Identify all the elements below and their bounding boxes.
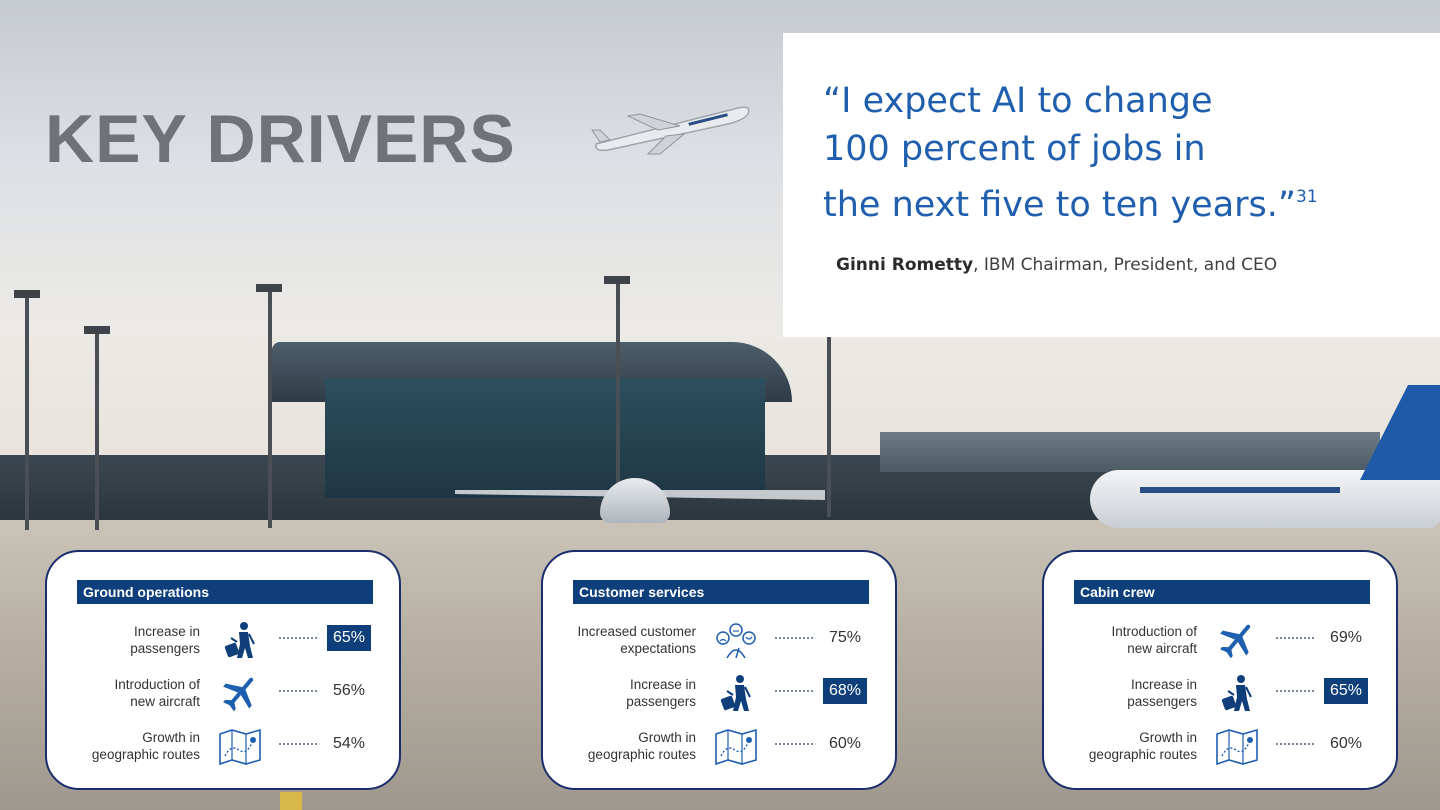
driver-row: Increase in passengers 65%	[47, 617, 403, 667]
driver-label: Introduction of new aircraft	[114, 677, 200, 709]
airplane-icon	[217, 673, 263, 713]
card-title: Customer services	[573, 580, 869, 604]
card-title: Cabin crew	[1074, 580, 1370, 604]
driver-label: Introduction of new aircraft	[1111, 624, 1197, 656]
traveler-luggage-icon	[713, 673, 759, 713]
terminal-glass-facade	[325, 378, 765, 498]
dotted-leader	[775, 637, 813, 639]
light-pole-head	[14, 290, 40, 298]
driver-row: Growth in geographic routes 54%	[47, 723, 403, 773]
driver-card: Cabin crew Introduction of new aircraft 69%…	[1042, 550, 1398, 790]
light-pole	[268, 288, 272, 528]
percentage-value: 60%	[1329, 735, 1363, 752]
light-pole	[827, 337, 831, 517]
card-title: Ground operations	[77, 580, 373, 604]
driver-row: Introduction of new aircraft 56%	[47, 670, 403, 720]
dotted-leader	[279, 743, 317, 745]
driver-card: Ground operations Increase in passengers 65…	[45, 550, 401, 790]
light-pole	[616, 280, 620, 520]
driver-label: Increase in passengers	[1127, 677, 1197, 709]
driver-row: Increase in passengers 68%	[543, 670, 899, 720]
driver-label: Increase in passengers	[130, 624, 200, 656]
quote-footnote: 31	[1296, 187, 1318, 207]
quote-author-role: , IBM Chairman, President, and CEO	[973, 255, 1278, 275]
dotted-leader	[775, 690, 813, 692]
route-map-icon	[1214, 726, 1260, 766]
dotted-leader	[775, 743, 813, 745]
parked-jet-stripe	[1140, 487, 1340, 493]
light-pole-head	[604, 276, 630, 284]
route-map-icon	[217, 726, 263, 766]
driver-row: Introduction of new aircraft 69%	[1044, 617, 1400, 667]
quote-author: Ginni Rometty	[836, 255, 974, 275]
driver-row: Increase in passengers 65%	[1044, 670, 1400, 720]
driver-label: Growth in geographic routes	[91, 730, 200, 762]
driver-label: Increased customer expectations	[577, 624, 696, 656]
runway-marking	[280, 792, 302, 810]
driver-row: Growth in geographic routes 60%	[543, 723, 899, 773]
light-pole	[95, 330, 99, 530]
driver-row: Increased customer expectations 75%	[543, 617, 899, 667]
slide-title: KEY DRIVERS	[45, 101, 516, 177]
driver-label: Growth in geographic routes	[587, 730, 696, 762]
quote-text: “I expect AI to change 100 percent of jo…	[823, 77, 1423, 229]
quote-attribution: Ginni Rometty, IBM Chairman, President, …	[836, 255, 1277, 275]
driver-card: Customer services Increased customer expec…	[541, 550, 897, 790]
quote-panel: “I expect AI to change 100 percent of jo…	[783, 33, 1440, 337]
highlighted-percentage: 65%	[327, 625, 371, 651]
percentage-value: 56%	[332, 682, 366, 699]
highlighted-percentage: 68%	[823, 678, 867, 704]
driver-row: Growth in geographic routes 60%	[1044, 723, 1400, 773]
quote-line: 100 percent of jobs in	[823, 129, 1206, 169]
dotted-leader	[1276, 637, 1314, 639]
traveler-luggage-icon	[217, 620, 263, 660]
percentage-value: 60%	[828, 735, 862, 752]
driver-label: Growth in geographic routes	[1088, 730, 1197, 762]
dotted-leader	[279, 637, 317, 639]
dotted-leader	[1276, 743, 1314, 745]
traveler-luggage-icon	[1214, 673, 1260, 713]
route-map-icon	[713, 726, 759, 766]
terminal-right-wing	[880, 432, 1380, 472]
quote-line: the next five to ten years.”	[823, 185, 1297, 225]
light-pole-head	[256, 284, 282, 292]
percentage-value: 54%	[332, 735, 366, 752]
flying-airplane-icon	[591, 106, 750, 155]
percentage-value: 75%	[828, 629, 862, 646]
customer-satisfaction-icon	[713, 620, 759, 660]
dotted-leader	[279, 690, 317, 692]
quote-line: “I expect AI to change	[823, 81, 1213, 121]
light-pole-head	[84, 326, 110, 334]
driver-label: Increase in passengers	[626, 677, 696, 709]
airplane-icon	[1214, 620, 1260, 660]
dotted-leader	[1276, 690, 1314, 692]
highlighted-percentage: 65%	[1324, 678, 1368, 704]
light-pole	[25, 295, 29, 530]
percentage-value: 69%	[1329, 629, 1363, 646]
